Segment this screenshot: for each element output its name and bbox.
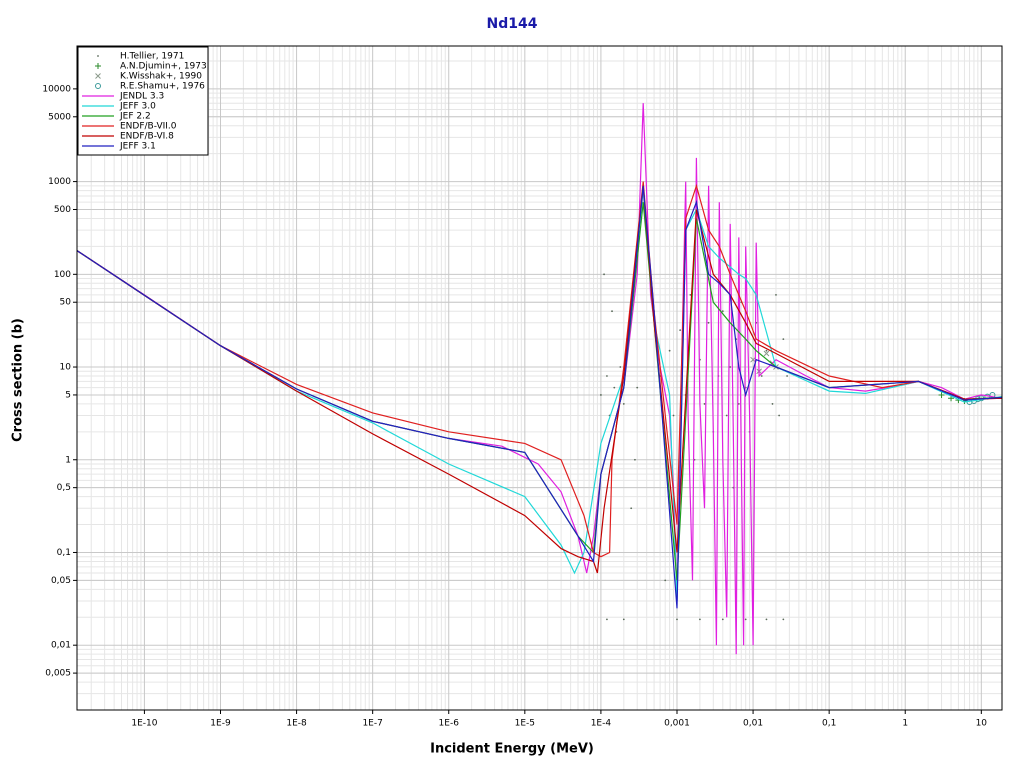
x-tick-label: 1E-5	[515, 719, 535, 729]
data-point	[707, 321, 710, 324]
x-tick-label: 0,001	[664, 719, 690, 729]
data-point	[634, 458, 636, 461]
y-tick-label: 0,1	[57, 548, 71, 558]
data-point	[606, 375, 608, 377]
data-point	[611, 310, 613, 313]
x-tick-label: 0,1	[822, 719, 836, 729]
x-tick-label: 0,01	[743, 719, 763, 729]
y-tick-label: 5	[65, 390, 71, 400]
x-tick-label: 1E-7	[362, 719, 382, 729]
data-point	[600, 394, 602, 396]
data-point	[786, 375, 788, 377]
x-tick-label: 1E-6	[439, 719, 460, 729]
data-point	[782, 338, 785, 341]
series-line	[77, 185, 1002, 609]
y-tick-label: 5000	[48, 112, 71, 122]
legend-label: A.N.Djumin+, 1973	[120, 62, 207, 72]
legend-swatch	[95, 83, 101, 89]
legend-box	[77, 46, 209, 156]
y-tick-label: 10000	[42, 84, 71, 94]
series-line	[77, 181, 1002, 558]
data-point	[664, 579, 667, 582]
legend-label: JEFF 3.1	[119, 142, 156, 152]
legend-label: JEFF 3.0	[119, 102, 156, 112]
data-point	[763, 350, 770, 357]
y-tick-label: 500	[54, 205, 71, 215]
data-point	[725, 414, 728, 417]
x-tick-label: 1E-8	[286, 719, 307, 729]
data-point	[771, 403, 774, 405]
data-point	[782, 618, 785, 621]
plot-frame	[76, 45, 1003, 711]
data-point	[703, 403, 706, 405]
legend-label: ENDF/B-VI.8	[120, 132, 174, 142]
legend-label: JENDL 3.3	[119, 92, 164, 102]
data-point	[603, 273, 605, 276]
data-point	[765, 349, 768, 352]
y-tick-label: 1	[65, 455, 71, 465]
legend-label: H.Tellier, 1971	[120, 52, 184, 62]
data-point	[689, 293, 692, 296]
data-point	[613, 386, 616, 389]
y-tick-label: 0,01	[51, 641, 71, 651]
legend-swatch	[95, 63, 101, 69]
y-tick-label: 10	[60, 363, 72, 373]
y-axis-label: Cross section (b)	[11, 318, 26, 442]
x-tick-label: 1E-4	[591, 719, 612, 729]
data-point	[744, 618, 747, 621]
axes: 1E-10 1E-9 1E-8 1E-7 1E-6 1E-5 1E-4 0,001 0,01 0,…	[42, 84, 987, 728]
legend-swatch	[95, 73, 101, 79]
data-point	[619, 366, 622, 368]
data-point	[938, 391, 945, 398]
data-point	[775, 293, 777, 296]
data-point	[676, 618, 678, 621]
data-point	[622, 618, 625, 621]
data-point	[679, 329, 682, 332]
x-tick-label: 1E-9	[210, 719, 231, 729]
y-tick-label: 100	[54, 270, 71, 280]
legend-label: JEF 2.2	[119, 112, 151, 122]
data-point	[737, 403, 740, 405]
data-point	[721, 618, 724, 621]
data-point	[729, 366, 732, 368]
data-point	[672, 414, 675, 417]
data-point	[606, 618, 608, 621]
legend-label: ENDF/B-VII.0	[120, 122, 177, 132]
data-point	[778, 414, 781, 417]
x-tick-label: 1	[902, 719, 908, 729]
data-point	[760, 375, 763, 377]
plot-area	[77, 103, 1002, 655]
data-point	[668, 349, 671, 352]
x-tick-label: 10	[976, 719, 988, 729]
legend-label: R.E.Shamu+, 1976	[120, 82, 205, 92]
y-tick-label: 0,05	[51, 576, 71, 586]
y-tick-label: 1000	[48, 177, 71, 187]
legend-swatch	[97, 55, 99, 57]
legend-label: K.Wisshak+, 1990	[120, 72, 202, 82]
data-point	[765, 618, 768, 621]
data-point	[630, 507, 633, 510]
y-tick-label: 0,5	[57, 483, 71, 493]
y-tick-label: 50	[60, 298, 72, 308]
chart-title: Nd144	[487, 16, 538, 32]
x-tick-label: 1E-10	[131, 719, 157, 729]
data-point	[698, 618, 701, 621]
data-point	[721, 310, 724, 313]
y-tick-label: 0,005	[45, 669, 71, 679]
grid	[77, 46, 1002, 710]
data-point	[622, 403, 625, 405]
x-axis-label: Incident Energy (MeV)	[430, 742, 594, 757]
data-point	[636, 386, 639, 389]
